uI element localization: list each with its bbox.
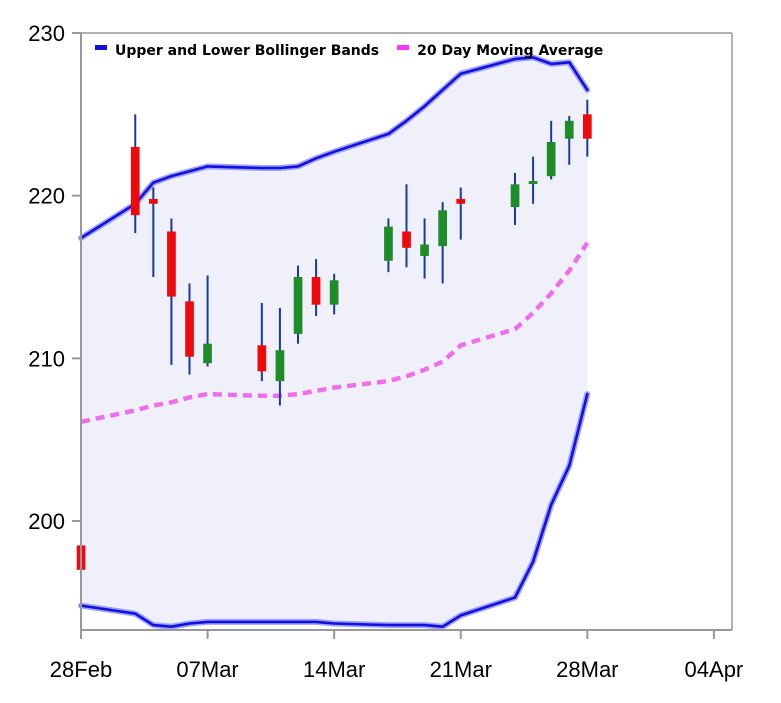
candle-body-down — [583, 114, 592, 139]
x-tick-label: 21Mar — [430, 657, 492, 682]
candle-body-up — [510, 184, 520, 208]
y-tick-label: 220 — [28, 184, 65, 209]
legend-label-0: Upper and Lower Bollinger Bands — [115, 43, 379, 59]
candle-body-up — [329, 280, 339, 305]
candle-body-down — [149, 198, 158, 204]
moving-average-line — [80, 241, 590, 425]
legend-swatch-1 — [397, 45, 410, 50]
plot-area — [76, 54, 592, 630]
candle-body-up — [420, 244, 429, 256]
x-tick-label: 07Mar — [176, 657, 238, 682]
candle-body-down — [185, 301, 194, 357]
candle-body-up — [384, 226, 393, 261]
candle-body-up — [546, 142, 556, 177]
candle-body-down — [402, 231, 411, 248]
x-tick-label: 28Feb — [50, 657, 112, 682]
candle-body-down — [167, 231, 176, 297]
x-tick-label: 28Mar — [556, 657, 618, 682]
candle-body-down — [456, 198, 466, 204]
candle-body-up — [293, 277, 303, 334]
candle-body-up — [203, 343, 212, 364]
candle-body-down — [311, 277, 321, 305]
x-tick-label: 04Apr — [685, 657, 744, 682]
y-tick-label: 230 — [28, 21, 65, 46]
axes: 200 210 220 230 28Feb 07Mar 14Mar 21Mar 28Mar 04A… — [28, 21, 743, 682]
x-tick-label: 14Mar — [303, 657, 365, 682]
candle-body-up — [438, 210, 447, 247]
legend-swatch-0 — [95, 45, 107, 50]
candle-body-down — [130, 146, 140, 216]
candle-body-down — [257, 345, 267, 372]
candle-body-up — [275, 350, 285, 382]
y-tick-label: 200 — [28, 509, 65, 534]
candle-body-up — [528, 181, 538, 184]
legend-label-1: 20 Day Moving Average — [417, 43, 603, 59]
upper-band-line — [79, 56, 589, 240]
legend: Upper and Lower Bollinger Bands 20 Day Mo… — [95, 43, 603, 59]
lower-band-line — [79, 392, 589, 628]
candle-body-up — [564, 120, 574, 139]
y-tick-label: 210 — [28, 346, 65, 371]
